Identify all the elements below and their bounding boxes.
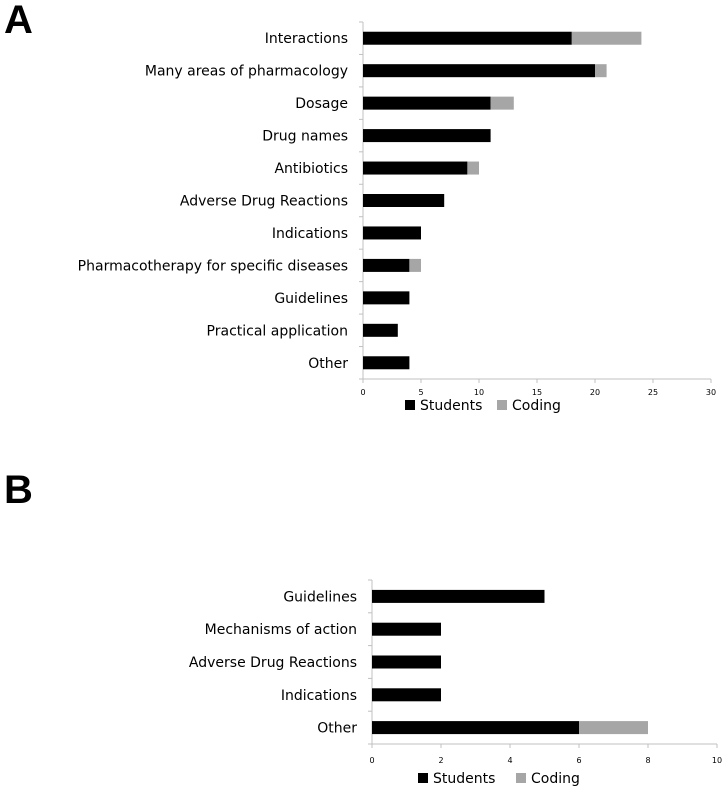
chart-a-bar-coding (595, 64, 607, 78)
chart-a-category-label: Interactions (265, 31, 348, 47)
chart-a-x-tick-label: 25 (648, 388, 658, 397)
chart-a-category-label: Other (308, 356, 348, 372)
chart-a-bar-students (363, 31, 572, 45)
chart-a-x-tick-label: 10 (474, 388, 484, 397)
chart-a-bar-students (363, 161, 468, 175)
chart-a-bar-coding (409, 258, 421, 272)
chart-a-bar-students (363, 323, 398, 337)
chart-a-bar-coding (467, 161, 479, 175)
chart-b-legend-label-coding: Coding (531, 771, 580, 787)
chart-a-bar-students (363, 356, 410, 370)
chart-b-bar-students (372, 688, 441, 702)
chart-a-bar-students (363, 226, 421, 240)
chart-a-bar-students (363, 258, 410, 272)
chart-a-bar-students (363, 129, 491, 143)
chart-a-category-label: Antibiotics (274, 161, 348, 177)
chart-b-category-label: Adverse Drug Reactions (189, 655, 357, 671)
chart-a-category-label: Dosage (295, 96, 348, 112)
chart-a-legend-label-coding: Coding (512, 398, 561, 414)
chart-b-legend-label-students: Students (433, 771, 495, 787)
chart-b-bar-students (372, 721, 579, 735)
chart-b-bar-students (372, 622, 441, 636)
chart-b-x-tick-label: 0 (369, 756, 374, 765)
chart-a-legend-swatch-coding (497, 400, 507, 410)
chart-a-bar-students (363, 194, 445, 207)
chart-b-category-label: Indications (281, 688, 357, 704)
panel-a-letter: A (4, 0, 33, 42)
chart-b-x-tick-label: 4 (507, 756, 512, 765)
chart-a-category-label: Many areas of pharmacology (145, 64, 348, 80)
chart-b-category-label: Other (317, 721, 357, 737)
chart-b-category-label: Guidelines (283, 589, 357, 605)
chart-a-x-tick-label: 30 (706, 388, 716, 397)
chart-b-x-tick-label: 6 (576, 756, 581, 765)
chart-a-bar-coding (571, 31, 642, 45)
chart-a-x-tick-label: 15 (532, 388, 542, 397)
chart-a-bar-students (363, 64, 595, 78)
chart-b-x-tick-label: 10 (712, 756, 722, 765)
chart-a-category-label: Guidelines (274, 291, 348, 307)
chart-b-x-tick-label: 2 (438, 756, 443, 765)
chart-b-bar-students (372, 655, 441, 669)
chart-a-category-label: Practical application (207, 323, 348, 339)
chart-a-bar-students (363, 291, 410, 305)
chart-b-legend-swatch-coding (516, 773, 526, 783)
chart-a-x-tick-label: 0 (360, 388, 365, 397)
chart-b-bar-students (372, 589, 545, 603)
chart-a-bar-students (363, 96, 491, 110)
chart-a-category-label: Adverse Drug Reactions (180, 194, 348, 210)
chart-a-category-label: Pharmacotherapy for specific diseases (78, 258, 348, 274)
chart-a-category-label: Drug names (262, 129, 348, 145)
chart-a-legend-swatch-students (405, 400, 415, 410)
chart-b-legend-swatch-students (418, 773, 428, 783)
chart-a-category-label: Indications (272, 226, 348, 242)
chart-b-category-label: Mechanisms of action (205, 622, 357, 638)
chart-a-x-tick-label: 5 (418, 388, 423, 397)
chart-a-x-tick-label: 20 (590, 388, 600, 397)
chart-b-x-tick-label: 8 (645, 756, 650, 765)
chart-a-legend-label-students: Students (420, 398, 482, 414)
panel-b-letter: B (4, 468, 33, 512)
chart-a-bar-coding (490, 96, 514, 110)
chart-b-bar-coding (579, 721, 648, 735)
